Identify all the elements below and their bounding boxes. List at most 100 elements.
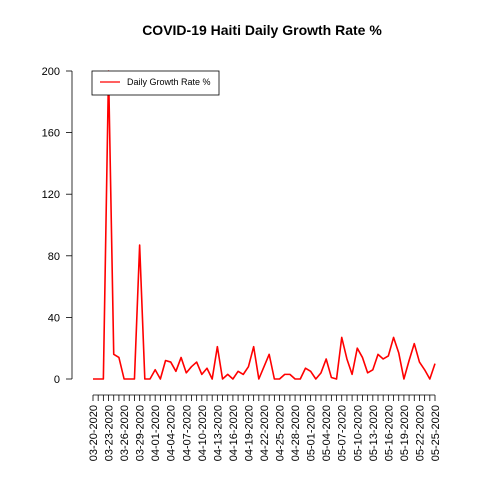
x-tick-label: 04-04-2020	[166, 405, 178, 461]
data-point	[180, 357, 182, 359]
data-point	[310, 371, 312, 373]
data-point	[424, 369, 426, 371]
legend-label: Daily Growth Rate %	[127, 77, 211, 87]
data-point	[227, 374, 229, 376]
data-point	[331, 377, 333, 379]
data-point	[398, 352, 400, 354]
x-tick-label: 03-26-2020	[119, 405, 131, 461]
data-point	[175, 371, 177, 373]
x-tick-label: 04-10-2020	[197, 405, 209, 461]
x-tick-label: 05-01-2020	[306, 405, 318, 461]
data-point	[274, 378, 276, 380]
y-tick-label: 40	[48, 312, 60, 324]
data-point	[170, 361, 172, 363]
data-point	[382, 358, 384, 360]
y-tick-label: 80	[48, 251, 60, 263]
data-point	[128, 378, 130, 380]
data-point	[377, 354, 379, 356]
data-point	[165, 360, 167, 362]
data-point	[279, 378, 281, 380]
data-point	[92, 378, 94, 380]
data-point	[217, 346, 219, 348]
data-point	[305, 367, 307, 369]
data-point	[289, 374, 291, 376]
x-tick-label: 04-28-2020	[290, 405, 302, 461]
x-tick-label: 03-23-2020	[104, 405, 116, 461]
data-point	[154, 369, 156, 371]
x-tick-label: 05-10-2020	[352, 405, 364, 461]
x-tick-label: 04-25-2020	[275, 405, 287, 461]
data-point	[413, 343, 415, 345]
data-point	[367, 372, 369, 374]
x-tick-label: 05-16-2020	[383, 405, 395, 461]
data-point	[320, 372, 322, 374]
x-tick-label: 04-13-2020	[212, 405, 224, 461]
chart-title: COVID-19 Haiti Daily Growth Rate %	[142, 22, 382, 38]
data-point	[419, 361, 421, 363]
plot-area	[92, 70, 436, 380]
data-point	[103, 378, 105, 380]
x-tick-label: 04-01-2020	[150, 405, 162, 461]
x-tick-label: 05-19-2020	[399, 405, 411, 461]
y-axis: 0 40 80 120 160 200	[42, 66, 73, 386]
data-point	[388, 355, 390, 357]
data-point	[294, 378, 296, 380]
data-point	[232, 378, 234, 380]
x-tick-label: 05-04-2020	[321, 405, 333, 461]
x-tick-label: 04-22-2020	[259, 405, 271, 461]
data-point	[253, 346, 255, 348]
data-point	[372, 369, 374, 371]
data-point	[211, 378, 213, 380]
data-point	[134, 378, 136, 380]
data-point	[160, 378, 162, 380]
data-point	[248, 366, 250, 368]
x-tick-label: 05-07-2020	[337, 405, 349, 461]
data-point	[299, 378, 301, 380]
data-point	[434, 363, 436, 365]
data-point	[196, 361, 198, 363]
data-point	[341, 337, 343, 339]
data-point	[185, 372, 187, 374]
data-point	[408, 360, 410, 362]
data-point	[346, 358, 348, 360]
y-tick-label: 160	[42, 128, 60, 140]
x-tick-label: 04-16-2020	[228, 405, 240, 461]
data-point	[222, 378, 224, 380]
y-tick-label: 0	[54, 374, 60, 386]
data-point	[429, 378, 431, 380]
data-point	[97, 378, 99, 380]
x-tick-label: 05-22-2020	[414, 405, 426, 461]
data-point	[403, 378, 405, 380]
x-tick-label: 04-07-2020	[181, 405, 193, 461]
x-tick-label: 04-19-2020	[243, 405, 255, 461]
data-point	[201, 374, 203, 376]
y-tick-label: 200	[42, 66, 60, 78]
data-point	[118, 357, 120, 359]
data-point	[284, 374, 286, 376]
data-point	[144, 378, 146, 380]
data-point	[206, 367, 208, 369]
x-tick-label: 03-20-2020	[88, 405, 100, 461]
data-point	[139, 244, 141, 246]
data-point	[191, 366, 193, 368]
data-point	[393, 337, 395, 339]
data-point	[268, 354, 270, 356]
data-point	[351, 374, 353, 376]
data-point	[113, 354, 115, 356]
x-axis: 03-20-2020 03-23-2020 03-26-2020 03-29-2020…	[88, 394, 442, 461]
legend-box	[91, 70, 220, 96]
data-point	[242, 374, 244, 376]
x-tick-label: 05-13-2020	[368, 405, 380, 461]
x-tick-label: 03-29-2020	[135, 405, 147, 461]
legend: Daily Growth Rate %	[91, 70, 220, 96]
growth-rate-line	[93, 70, 436, 380]
data-point	[123, 378, 125, 380]
y-tick-label: 120	[42, 189, 60, 201]
data-point	[258, 378, 260, 380]
data-point	[356, 347, 358, 349]
data-point	[325, 358, 327, 360]
data-point	[362, 357, 364, 359]
data-point	[237, 371, 239, 373]
x-tick-label: 05-25-2020	[430, 405, 442, 461]
